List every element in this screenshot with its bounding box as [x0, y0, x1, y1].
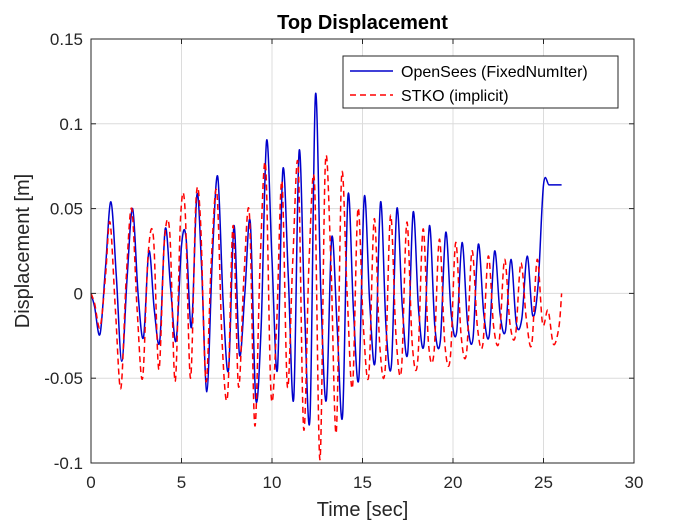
series-group: [90, 92, 563, 461]
series-line-opensees: [90, 92, 562, 426]
x-tick-label: 5: [177, 473, 186, 492]
y-tick-label: 0.05: [50, 200, 83, 219]
legend-label-stko: STKO (implicit): [401, 88, 509, 105]
x-tick-label: 15: [353, 473, 372, 492]
legend-box: [342, 55, 619, 109]
x-tick-label: 0: [86, 473, 95, 492]
legend: OpenSees (FixedNumIter) STKO (implicit): [342, 55, 619, 109]
x-tick-label: 30: [625, 473, 644, 492]
legend-label-opensees: OpenSees (FixedNumIter): [401, 64, 588, 81]
y-tick-label: 0.15: [50, 30, 83, 49]
y-tick-label: 0.1: [59, 115, 83, 134]
y-tick-label: -0.1: [54, 454, 83, 473]
axis-ticks: 0 5 10 15 20 25 30 -0.1 -0.05 0 0.05 0.1 0.15: [44, 30, 643, 492]
chart-title: Top Displacement: [277, 12, 448, 34]
y-tick-label: 0: [74, 284, 83, 303]
x-tick-label: 10: [263, 473, 282, 492]
y-axis-title: Displacement [m]: [12, 174, 34, 329]
x-tick-label: 25: [534, 473, 553, 492]
x-tick-label: 20: [444, 473, 463, 492]
x-axis-title: Time [sec]: [317, 499, 409, 521]
series-line-stko: [90, 154, 563, 461]
y-tick-label: -0.05: [44, 369, 83, 388]
